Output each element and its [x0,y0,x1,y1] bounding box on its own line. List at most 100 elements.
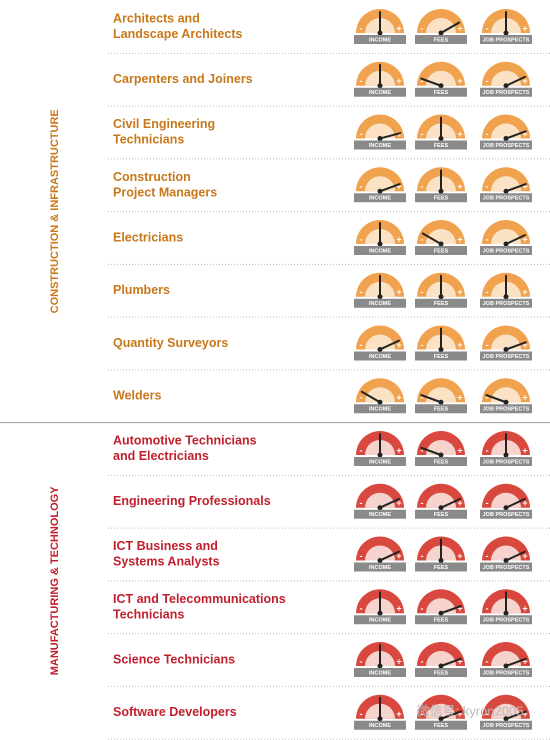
gauge-plus: + [457,604,462,614]
gauge-label-bg [480,351,532,361]
occupation-title: Quantity Surveyors [113,336,228,350]
occupation-title: Plumbers [113,283,170,297]
gauge-plus: + [522,656,527,666]
gauge-needle [420,394,442,404]
gauge-hub [503,136,509,141]
occupation-title: Engineering Professionals [113,494,271,508]
occupation-title: ICT and Telecommunications [113,592,286,606]
gauge-needle [440,657,462,667]
gauge: - + JOB PROSPECTS [480,9,532,44]
gauge-label: INCOME [369,618,391,624]
gauge-label-bg [415,668,467,677]
gauge-minus: - [421,129,424,139]
gauge: - + JOB PROSPECTS [480,642,532,677]
gauge-needle [505,234,527,245]
gauge-hub [377,399,383,405]
gauge-label: INCOME [369,354,391,360]
gauge-hub [438,136,444,141]
gauge-minus: - [360,129,363,139]
gauge-label-bg [415,404,467,414]
gauge-hub [438,188,444,194]
gauge: - + JOB PROSPECTS [480,483,532,519]
gauge-plus: + [522,498,527,508]
gauge-label: FEES [434,565,449,571]
gauge-label: INCOME [369,565,391,571]
gauge-label-bg [354,246,406,255]
gauge-label: JOB PROSPECTS [483,90,530,96]
gauge-hub [438,30,444,36]
gauge-hub [503,452,509,458]
gauge-label: INCOME [369,37,391,43]
gauge-minus: - [360,287,363,297]
gauge: - + JOB PROSPECTS [480,114,532,150]
gauge-label-bg [354,562,406,572]
gauge: - + JOB PROSPECTS [480,272,532,308]
gauge-hub [438,452,444,458]
gauge-minus: - [486,287,489,297]
gauge-needle [379,339,401,351]
gauge-minus: - [421,393,424,403]
gauge-label: FEES [434,618,449,624]
gauge-minus: - [486,129,489,139]
gauge-plus: + [522,709,527,719]
gauge-plus: + [396,23,401,33]
gauge-plus: + [522,393,527,403]
gauge-label-bg [415,140,467,150]
gauge-label: INCOME [369,196,391,202]
gauge: - + JOB PROSPECTS [480,325,532,361]
gauge: - + JOB PROSPECTS [480,694,532,730]
occupation-title: Systems Analysts [113,555,220,569]
gauge-label: FEES [434,196,449,202]
gauge-needle [440,497,462,509]
gauge-plus: + [396,234,401,244]
gauge-plus: + [522,76,527,86]
gauge-minus: - [360,709,363,719]
gauge-needle [505,183,527,193]
gauge-plus: + [457,129,462,139]
gauge-label: JOB PROSPECTS [483,354,530,360]
gauge-hub [377,663,383,669]
gauge-minus: - [360,604,363,614]
gauge-label: FEES [434,90,449,96]
occupation-title: Carpenters and Joiners [113,72,253,86]
gauge-hub [438,558,444,563]
gauge-minus: - [421,76,424,86]
gauge-needle [505,341,527,351]
gauge-hub [377,83,383,89]
gauge-plus: + [396,340,401,350]
gauge-label-bg [354,351,406,361]
gauge-minus: - [486,340,489,350]
gauge-label: JOB PROSPECTS [483,143,530,149]
gauge-minus: - [486,445,489,455]
occupation-title: Science Technicians [113,652,235,666]
gauge-minus: - [421,340,424,350]
section-label: MANUFACTURING & TECHNOLOGY [49,486,61,675]
gauge-minus: - [421,551,424,561]
gauge-label-bg [480,668,532,677]
occupation-title: Software Developers [113,705,237,719]
gauge-hub [377,452,383,458]
gauge-minus: - [360,340,363,350]
gauge-plus: + [396,287,401,297]
gauge-needle [420,446,442,456]
gauge-plus: + [522,182,527,192]
gauge-needle [505,657,527,667]
gauge: - + JOB PROSPECTS [480,61,532,97]
gauge-minus: - [421,445,424,455]
gauge-minus: - [360,393,363,403]
gauge: - + INCOME [354,536,406,572]
gauge-hub [377,505,383,511]
gauge-label: FEES [434,670,449,676]
gauge-plus: + [457,76,462,86]
gauge: - + FEES [415,325,467,361]
gauge-plus: + [396,445,401,455]
gauge-label: FEES [434,143,449,149]
gauge-label: JOB PROSPECTS [483,459,530,465]
gauge-label-bg [415,351,467,361]
gauge-plus: + [457,551,462,561]
gauge-label-bg [415,87,467,97]
gauge-plus: + [457,445,462,455]
gauge-label-bg [480,457,532,466]
gauge-label: JOB PROSPECTS [483,248,530,254]
gauge: - + FEES [415,61,467,97]
